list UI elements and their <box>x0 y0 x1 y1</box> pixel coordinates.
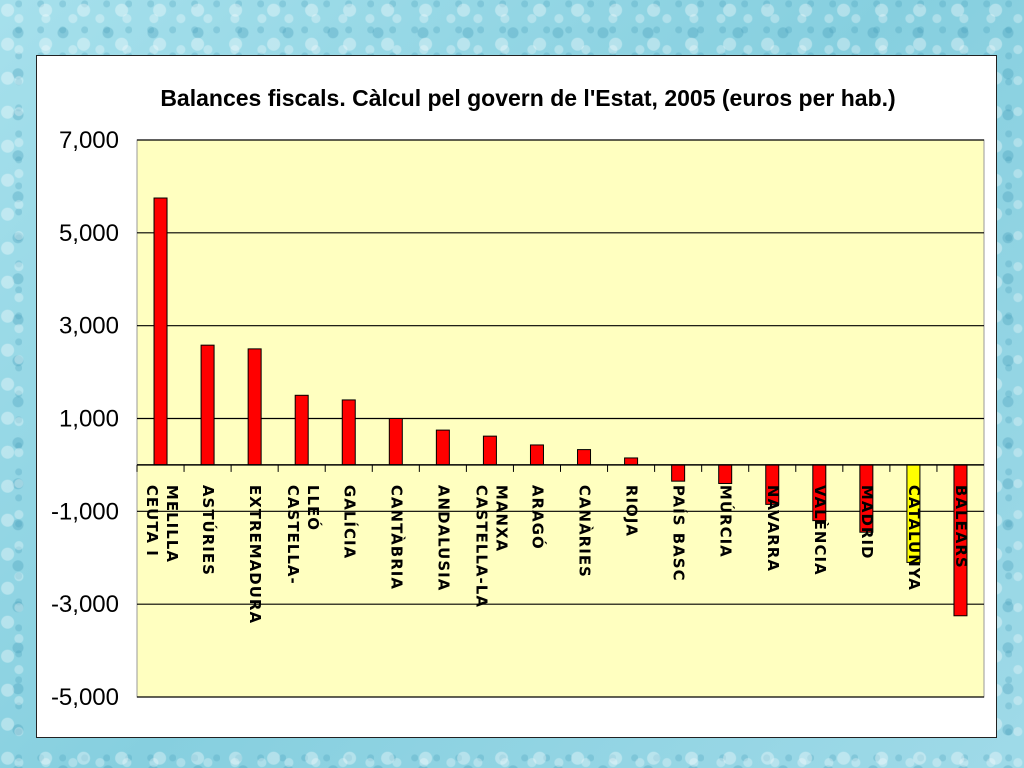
category-label: ASTÚRIES <box>199 485 218 576</box>
y-tick-label: 5,000 <box>59 220 119 247</box>
grid-lines <box>137 139 984 698</box>
category-label: MÚRCIA <box>717 485 736 558</box>
category-label: NAVARRA <box>764 485 782 572</box>
y-tick-label: 1,000 <box>59 406 119 433</box>
bar <box>200 344 215 466</box>
category-label: VALÈNCIA <box>811 485 830 576</box>
bar <box>624 457 639 466</box>
category-label: CANÀRIES <box>576 485 595 578</box>
category-labels: CEUTA I MELILLA ASTÚRIES EXTREMADURA CASTELL… <box>143 485 970 624</box>
bar <box>294 394 309 466</box>
bar <box>341 399 356 466</box>
bar <box>388 418 403 466</box>
y-tick-label: -3,000 <box>51 591 119 618</box>
y-tick-label: 3,000 <box>59 313 119 340</box>
bars <box>153 197 968 617</box>
bar <box>529 444 544 466</box>
chart-panel: Balances fiscals. Càlcul pel govern de l… <box>36 55 997 738</box>
category-label: CEUTA I <box>143 485 161 557</box>
category-label: BALEARS <box>952 485 970 569</box>
bar <box>671 464 686 482</box>
bar <box>435 429 450 466</box>
category-label: LLEÓ <box>304 485 323 531</box>
bar <box>718 464 733 484</box>
category-label: MELILLA <box>163 485 181 563</box>
chart-title: Balances fiscals. Càlcul pel govern de l… <box>160 85 895 111</box>
bar <box>153 197 168 466</box>
category-label: CASTELLA-LA <box>472 485 490 608</box>
y-tick-label: 7,000 <box>59 127 119 154</box>
bar <box>247 348 262 466</box>
category-label: MADRID <box>858 485 876 560</box>
category-label: PAÍS BASC <box>670 485 689 582</box>
bar <box>577 449 592 466</box>
y-tick-label: -5,000 <box>51 684 119 711</box>
zero-axis <box>136 464 984 472</box>
category-label: ARAGÓ <box>528 485 547 550</box>
category-label: ANDALUSIA <box>434 485 452 591</box>
y-axis-ticks: 7,000 5,000 3,000 1,000 -1,000 -3,000 -5,000 <box>51 127 119 711</box>
category-label: CASTELLA- <box>284 485 302 585</box>
bar-chart: Balances fiscals. Càlcul pel govern de l… <box>51 85 985 711</box>
category-label: MANXA <box>492 485 510 552</box>
category-label: CANTÀBRIA <box>387 485 406 590</box>
y-tick-label: -1,000 <box>51 498 119 525</box>
category-label: CATALUNYA <box>905 485 923 591</box>
category-label: RIOJA <box>623 485 641 537</box>
category-label: GALÍCIA <box>340 485 359 559</box>
bar <box>482 435 497 466</box>
category-label: EXTREMADURA <box>246 485 264 624</box>
